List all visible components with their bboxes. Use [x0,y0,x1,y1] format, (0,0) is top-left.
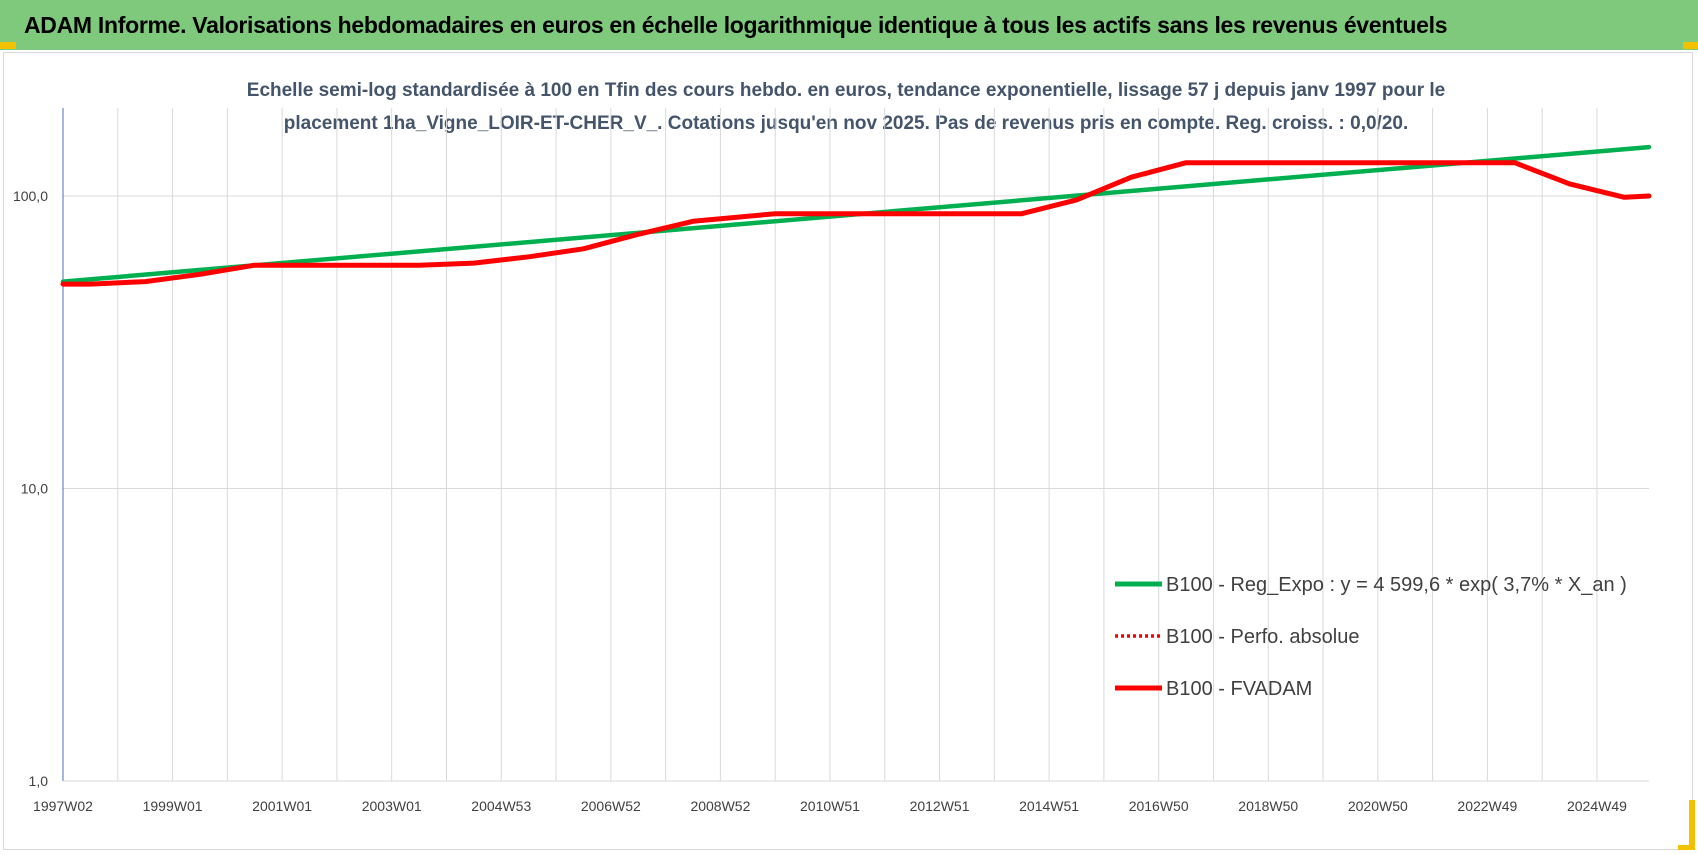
corner-marker-right [1683,42,1698,49]
y-tick-label: 10,0 [21,481,48,497]
x-tick-label: 2020W50 [1348,798,1408,814]
x-tick-label: 2022W49 [1457,798,1517,814]
y-tick-label: 100,0 [13,188,48,204]
page-title: ADAM Informe. Valorisations hebdomadaire… [24,11,1448,38]
x-tick-label: 2006W52 [581,798,641,814]
series-layer [60,144,1652,287]
legend-item-trend: B100 - Reg_Expo : y = 4 599,6 * exp( 3,7… [1115,574,1627,596]
x-tick-label: 1999W01 [143,798,203,814]
legend-label: B100 - Reg_Expo : y = 4 599,6 * exp( 3,7… [1166,574,1627,596]
x-tick-label: 2004W53 [471,798,531,814]
legend-label: B100 - FVADAM [1166,678,1312,700]
x-tick-label: 2003W01 [362,798,422,814]
chart-title-line-1: Echelle semi-log standardisée à 100 en T… [247,80,1445,101]
legend: B100 - Reg_Expo : y = 4 599,6 * exp( 3,7… [1115,574,1627,700]
corner-marker-left [0,42,16,49]
grid-layer [63,108,1649,782]
chart-frame [3,52,1693,850]
x-tick-label: 1997W02 [33,798,93,814]
fvadam-line [60,160,1652,287]
x-tick-label: 2016W50 [1129,798,1189,814]
x-tick-label: 2024W49 [1567,798,1627,814]
chart-title-line-2: placement 1ha_Vigne_LOIR-ET-CHER_V_. Cot… [284,113,1408,134]
legend-item-perfo-absolue: B100 - Perfo. absolue [1115,626,1359,648]
x-tick-label: 2012W51 [910,798,970,814]
x-tick-label: 2010W51 [800,798,860,814]
corner-marker-bottom-right [1689,800,1695,848]
axis-layer: 1,0 10,0 100,0 1997W02 1999W01 2001W01 2003W01… [13,108,1649,814]
y-tick-label: 1,0 [29,773,49,789]
x-tick-label: 2008W52 [690,798,750,814]
legend-item-fvadam: B100 - FVADAM [1115,678,1312,700]
x-tick-label: 2001W01 [252,798,312,814]
legend-label: B100 - Perfo. absolue [1166,626,1359,648]
x-tick-label: 2018W50 [1238,798,1298,814]
corner-marker-bottom-right-foot [1678,845,1695,850]
x-tick-label: 2014W51 [1019,798,1079,814]
page-banner: ADAM Informe. Valorisations hebdomadaire… [0,0,1698,50]
